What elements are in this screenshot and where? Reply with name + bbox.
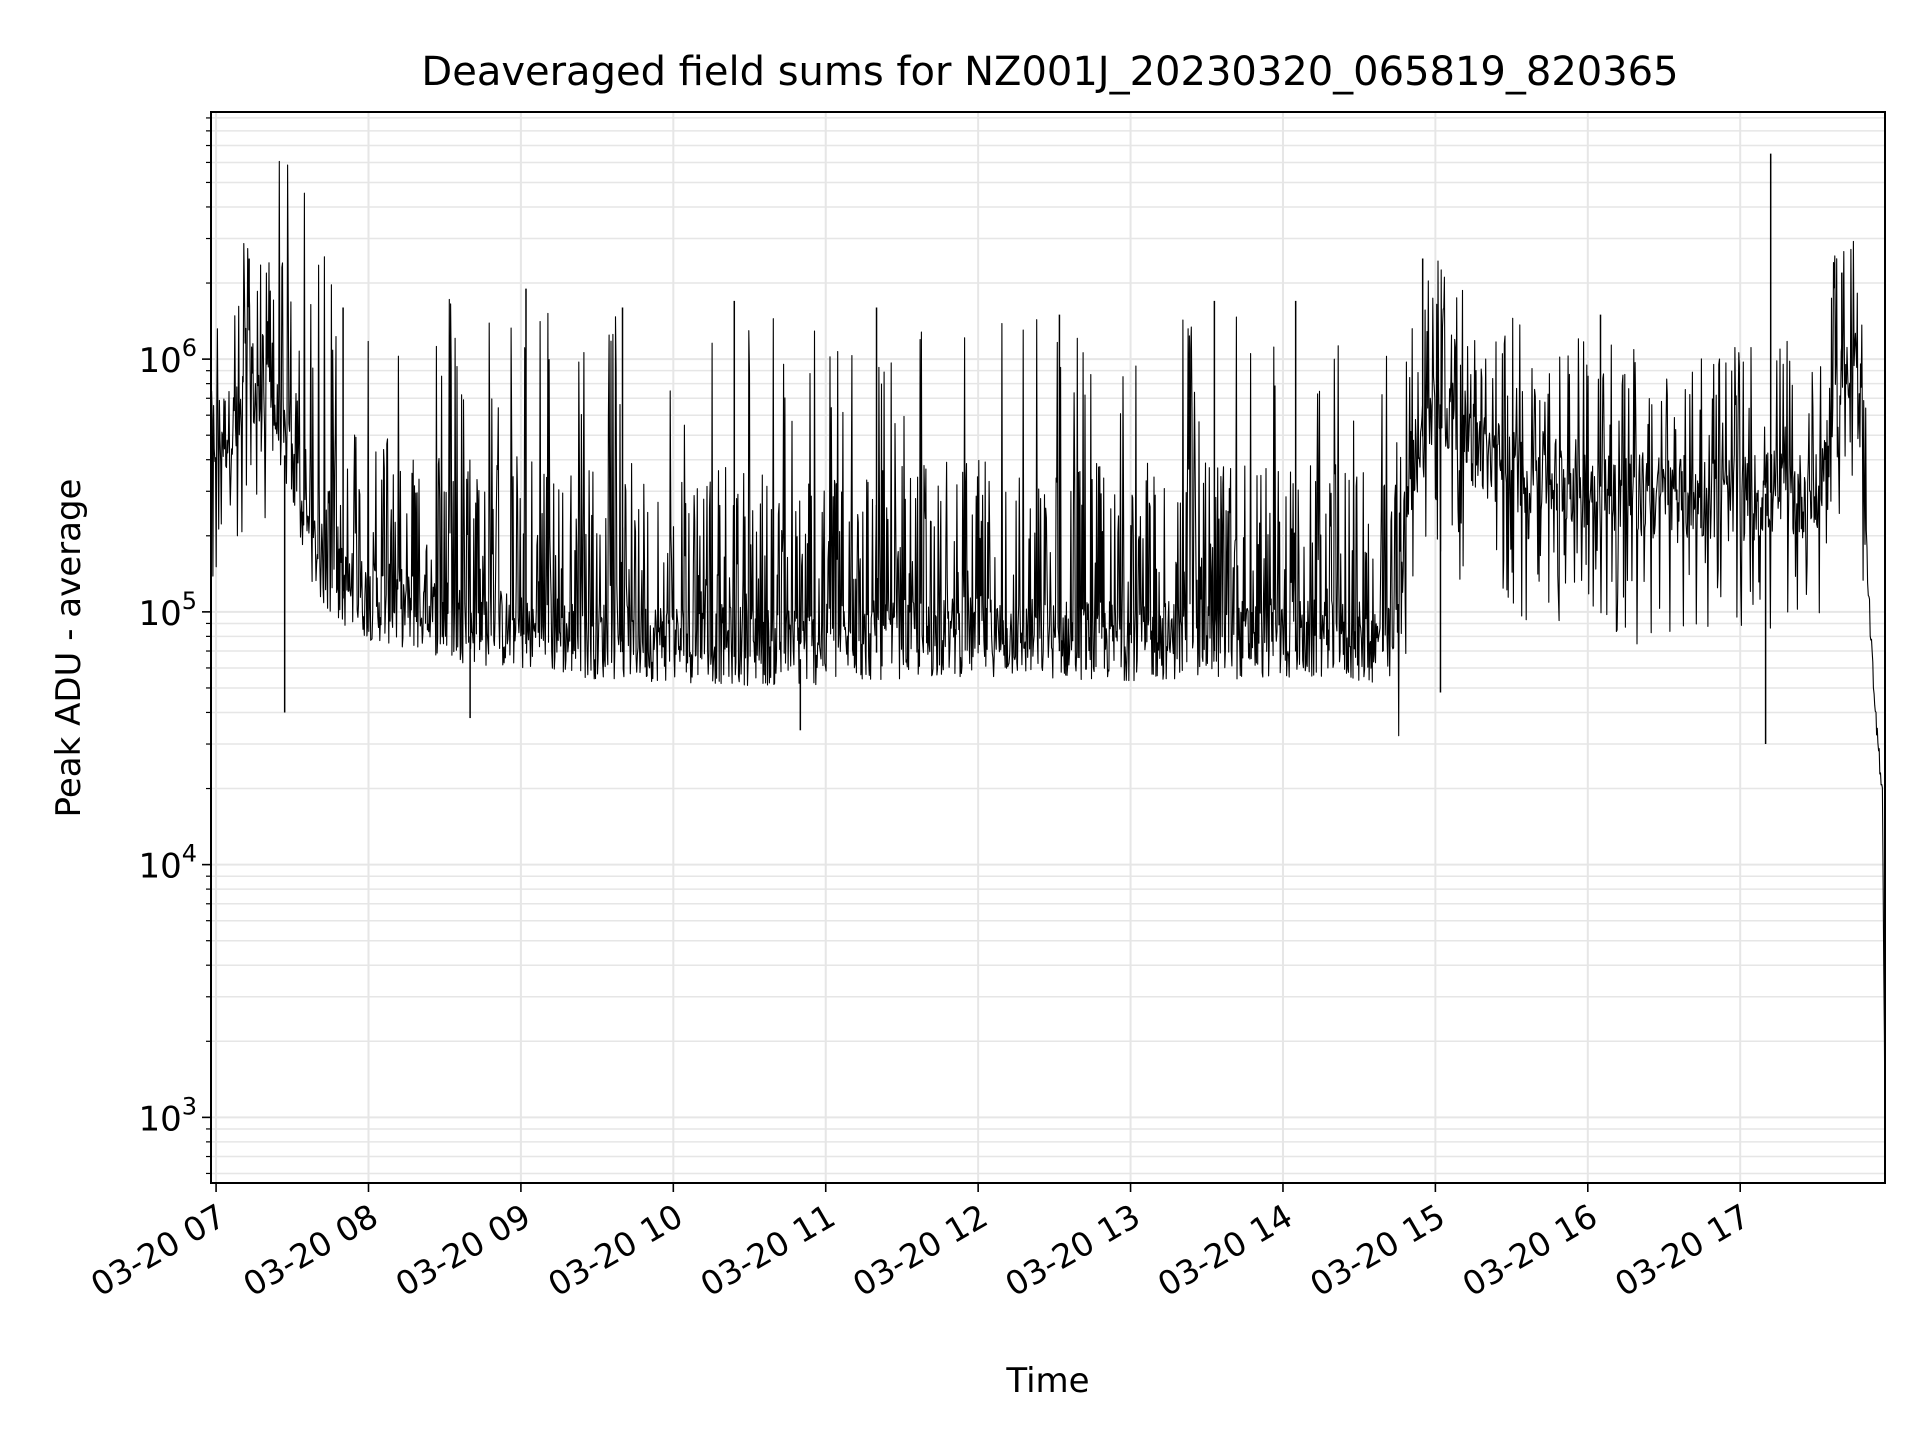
line-layer: [210, 153, 1886, 1142]
series-line: [210, 160, 1886, 1142]
y-tick-label: 106: [138, 334, 197, 381]
plot-frame: [210, 111, 1886, 1184]
y-tick-label: 103: [138, 1092, 197, 1139]
y-tick-label: 104: [138, 840, 197, 887]
y-tick-label: 105: [138, 587, 197, 634]
x-axis-label: Time: [1005, 1361, 1089, 1401]
chart-title: Deaveraged field sums for NZ001J_2023032…: [421, 49, 1678, 95]
y-axis-label: Peak ADU - average: [49, 479, 89, 818]
